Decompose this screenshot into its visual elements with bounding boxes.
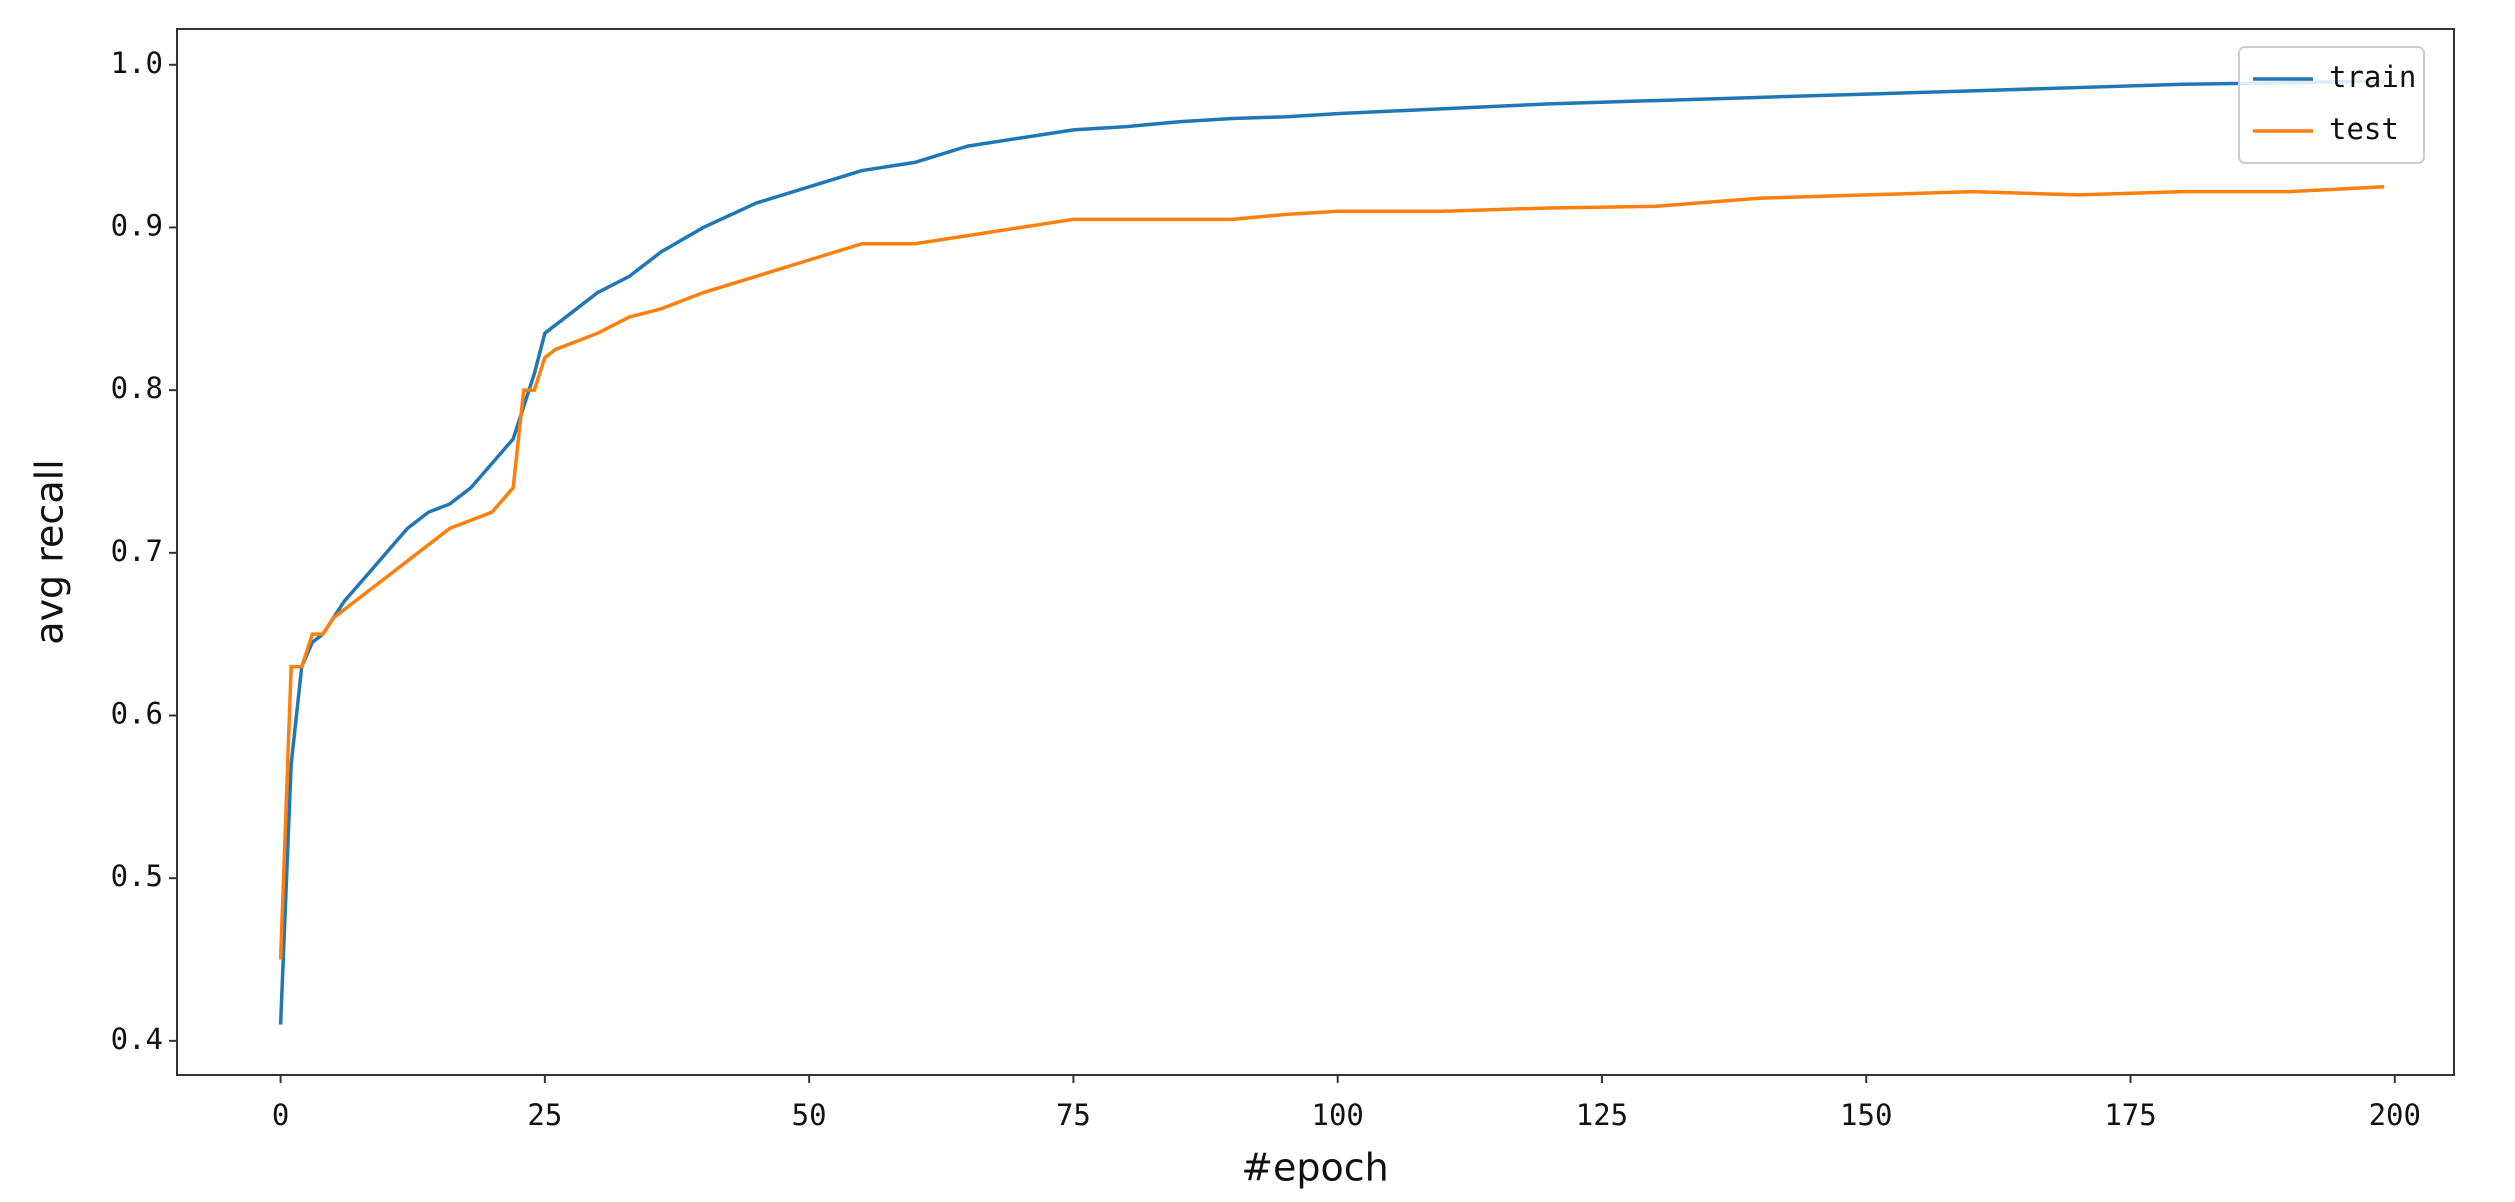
legend-label: test (2329, 112, 2399, 146)
y-tick-label: 0.7 (111, 534, 163, 568)
x-tick-label: 150 (1840, 1098, 1892, 1132)
x-tick-label: 25 (527, 1098, 562, 1132)
legend-box (2238, 46, 2425, 164)
legend-label: train (2329, 60, 2416, 94)
x-tick-label: 200 (2369, 1098, 2421, 1132)
y-tick-label: 1.0 (111, 46, 163, 80)
line-train (278, 79, 2385, 1025)
x-tick-label: 50 (792, 1098, 827, 1132)
line-test (278, 185, 2385, 960)
x-axis-label: #epoch (1241, 1146, 1389, 1190)
y-tick-label: 0.6 (111, 696, 163, 730)
y-tick-label: 0.4 (111, 1022, 163, 1056)
x-tick-label: 175 (2104, 1098, 2156, 1132)
x-tick-label: 100 (1312, 1098, 1364, 1132)
y-tick-label: 0.9 (111, 208, 163, 242)
y-tick-label: 0.5 (111, 859, 163, 893)
plot-frame (176, 28, 2455, 1076)
y-tick-label: 0.8 (111, 371, 163, 405)
x-tick-label: 0 (272, 1098, 289, 1132)
y-axis-label: avg recall (28, 459, 72, 644)
x-tick-label: 75 (1056, 1098, 1091, 1132)
x-tick-label: 125 (1576, 1098, 1628, 1132)
